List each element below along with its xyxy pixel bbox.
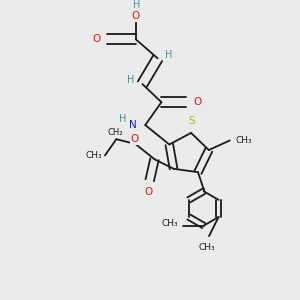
Text: H: H xyxy=(119,114,126,124)
Text: CH₃: CH₃ xyxy=(161,219,178,228)
Text: O: O xyxy=(92,34,101,44)
Text: H: H xyxy=(165,50,173,59)
Text: CH₂: CH₂ xyxy=(108,128,123,137)
Text: H: H xyxy=(133,0,140,10)
Text: H: H xyxy=(127,75,135,85)
Text: O: O xyxy=(130,134,139,144)
Text: CH₃: CH₃ xyxy=(199,243,215,252)
Text: O: O xyxy=(194,97,202,107)
Text: CH₃: CH₃ xyxy=(85,151,102,160)
Text: O: O xyxy=(145,187,153,196)
Text: N: N xyxy=(129,120,137,130)
Text: CH₃: CH₃ xyxy=(236,136,252,145)
Text: S: S xyxy=(189,116,195,127)
Text: O: O xyxy=(132,11,140,21)
